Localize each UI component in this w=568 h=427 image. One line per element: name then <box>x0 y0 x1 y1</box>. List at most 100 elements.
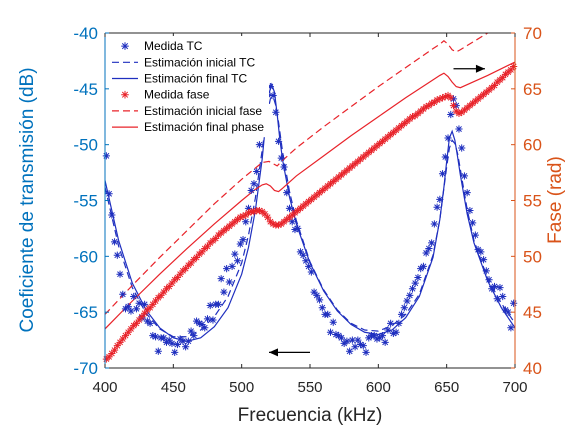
data-point <box>397 310 406 318</box>
data-point <box>119 290 127 298</box>
data-point <box>236 213 244 221</box>
data-point <box>206 301 214 310</box>
data-point <box>430 220 438 228</box>
data-point <box>168 339 176 348</box>
data-point <box>209 316 217 324</box>
data-point <box>201 324 209 332</box>
axes-layer: 400 450 500 550 600 650 700 -70 -65 -60 -55 -50 -45 -… <box>73 24 542 396</box>
data-point <box>102 152 110 160</box>
data-point <box>384 326 392 334</box>
data-point <box>460 172 469 180</box>
data-point <box>141 309 149 317</box>
y-left-tick-label: -70 <box>73 359 98 378</box>
data-point <box>499 292 507 301</box>
data-point <box>195 319 203 327</box>
y-right-tick-label: 65 <box>523 80 542 99</box>
data-point <box>455 125 463 133</box>
y-right-tick-label: 60 <box>523 136 542 155</box>
data-point <box>135 299 143 307</box>
data-point <box>373 335 381 343</box>
data-point <box>110 346 119 354</box>
data-point <box>288 218 296 226</box>
arrow-left-axis <box>269 348 310 357</box>
data-point <box>455 109 463 117</box>
data-point <box>477 248 485 256</box>
data-point <box>285 204 294 212</box>
axis-arrows <box>269 64 485 357</box>
series-line-4 <box>105 33 489 315</box>
data-point <box>272 108 280 116</box>
data-point <box>239 235 247 244</box>
data-point <box>179 337 187 345</box>
data-point <box>165 336 173 344</box>
data-point <box>447 110 455 119</box>
data-point <box>236 240 244 248</box>
data-point <box>408 113 417 121</box>
x-tick-label: 400 <box>92 379 117 396</box>
data-point <box>223 265 231 273</box>
y-right-tick-label: 50 <box>523 247 542 266</box>
data-point <box>302 257 310 265</box>
data-point <box>381 338 389 346</box>
data-point <box>299 251 307 259</box>
y-left-tick-label: -55 <box>73 192 98 211</box>
data-point <box>203 315 212 323</box>
data-point <box>149 332 157 340</box>
data-point <box>214 300 223 308</box>
data-point <box>403 297 411 305</box>
data-point <box>113 342 121 350</box>
data-point <box>395 319 403 327</box>
data-point <box>441 93 449 101</box>
data-point <box>269 220 277 228</box>
data-point <box>490 81 499 90</box>
data-point <box>414 273 422 282</box>
y-right-tick-label: 40 <box>523 359 542 378</box>
data-point <box>250 208 258 216</box>
data-point <box>244 204 253 212</box>
series-line-5 <box>105 61 515 330</box>
data-point <box>233 257 242 265</box>
data-point <box>436 95 444 103</box>
data-point <box>124 302 132 311</box>
data-point <box>463 189 471 197</box>
arrow-right-axis <box>453 64 485 73</box>
data-point <box>264 213 272 221</box>
data-point <box>458 144 466 152</box>
data-point <box>247 186 255 195</box>
data-point <box>438 170 447 178</box>
data-point <box>198 248 206 256</box>
x-tick-label: 650 <box>434 379 459 396</box>
arrow-head <box>269 348 278 357</box>
data-point <box>315 296 324 304</box>
legend-label: Estimación inicial fase <box>144 104 262 118</box>
data-point <box>447 94 455 102</box>
data-point <box>274 221 283 229</box>
data-point <box>138 313 146 321</box>
data-point <box>127 307 135 315</box>
y-axis-left-label: Coeficiente de transmisión (dB) <box>17 67 38 332</box>
data-point <box>242 218 250 226</box>
data-point <box>389 329 397 337</box>
data-point <box>362 348 370 356</box>
data-point <box>433 203 441 211</box>
data-point <box>171 348 179 356</box>
data-point <box>116 338 124 346</box>
data-point <box>499 74 507 82</box>
data-point <box>190 332 198 340</box>
data-point <box>433 96 441 104</box>
data-point <box>231 250 239 258</box>
legend-label: Estimación final phase <box>144 120 264 134</box>
data-point <box>239 212 247 220</box>
y-left-tick-label: -65 <box>73 303 98 322</box>
y-axis-right-label: Fase (rad) <box>545 156 566 244</box>
data-point <box>422 249 430 257</box>
data-point <box>482 267 490 275</box>
x-tick-label: 600 <box>366 379 391 396</box>
data-point <box>441 153 449 161</box>
data-point <box>332 330 340 339</box>
data-point <box>337 334 346 342</box>
data-point <box>151 333 160 341</box>
y-left-tick-label: -45 <box>73 80 98 99</box>
data-point <box>255 141 264 149</box>
